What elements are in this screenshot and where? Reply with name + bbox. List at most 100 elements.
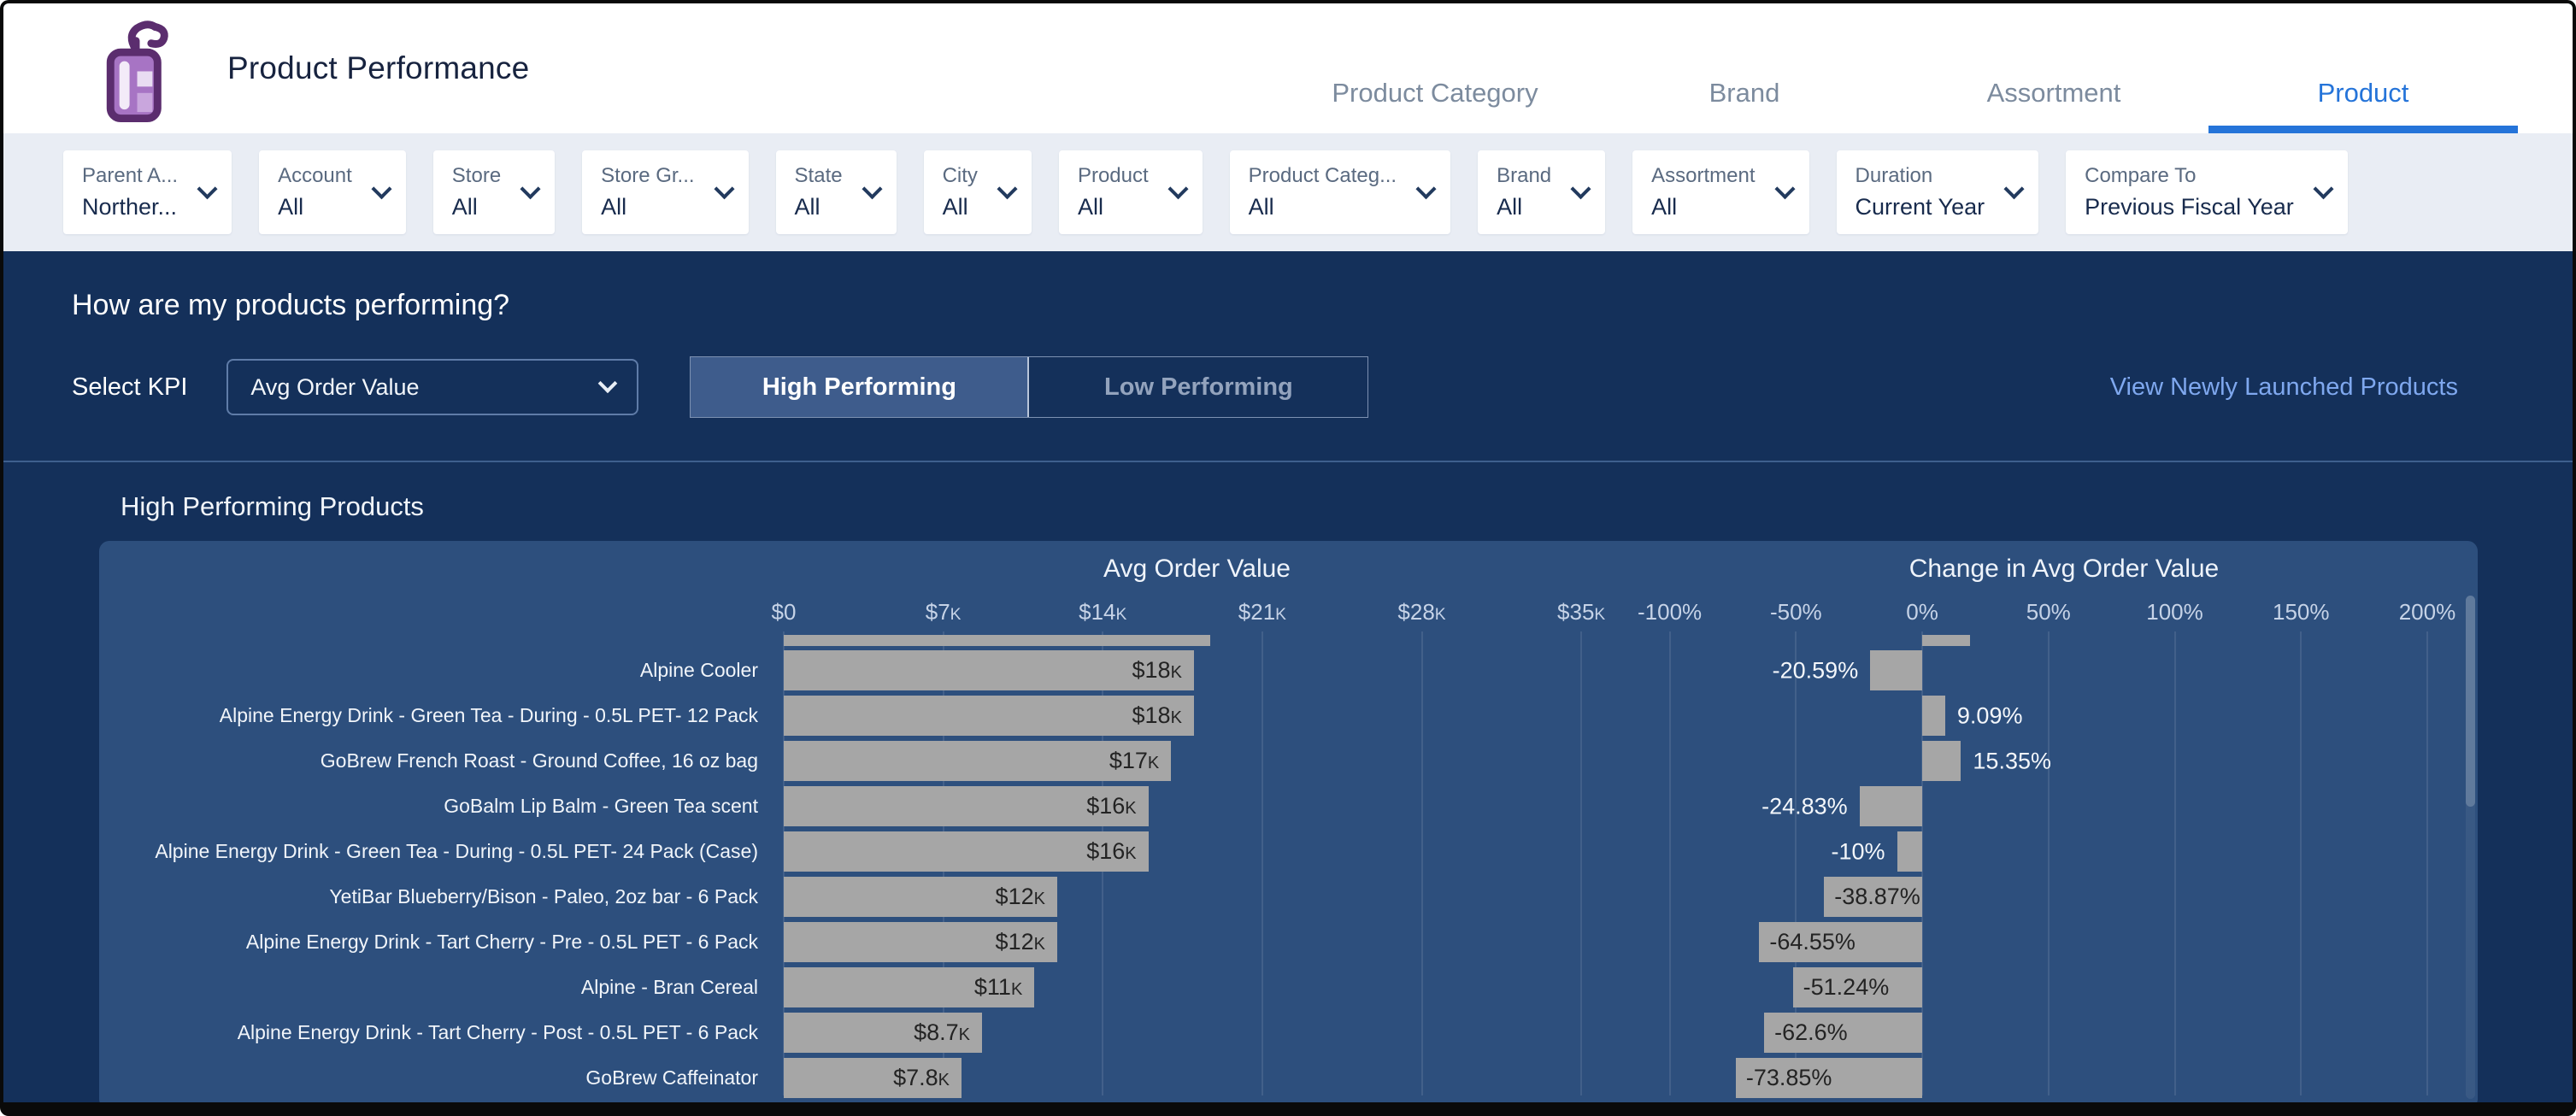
avg-order-value-bar[interactable]: $16K xyxy=(784,831,1149,872)
filter-product-categ[interactable]: Product Categ... All xyxy=(1229,150,1451,234)
change-value-bar[interactable]: -62.6% xyxy=(1764,1013,1923,1053)
gridline xyxy=(1668,631,1671,1095)
change-value-bar[interactable]: -38.87% xyxy=(1824,877,1923,917)
performing-toggle: High Performing Low Performing xyxy=(690,356,1369,418)
tab-product-category[interactable]: Product Category xyxy=(1332,78,1538,108)
tab-brand[interactable]: Brand xyxy=(1709,78,1780,108)
filter-value: Previous Fiscal Year xyxy=(2085,194,2294,220)
view-newly-launched-link[interactable]: View Newly Launched Products xyxy=(2109,373,2458,401)
filter-label: Assortment xyxy=(1651,164,1756,187)
avg-order-value-bar[interactable] xyxy=(784,635,1210,646)
filter-assortment[interactable]: Assortment All xyxy=(1632,150,1809,234)
avg-order-value-label: $17K xyxy=(1109,748,1160,773)
filter-account[interactable]: Account All xyxy=(259,150,406,234)
high-performing-button[interactable]: High Performing xyxy=(691,357,1030,417)
chart-scrollbar[interactable] xyxy=(2466,596,2475,1099)
change-value-bar[interactable]: -64.55% xyxy=(1759,922,1923,962)
avg-order-value-cell xyxy=(784,635,1610,648)
filter-city[interactable]: City All xyxy=(923,150,1032,234)
avg-order-value-bar[interactable]: $8.7K xyxy=(784,1013,982,1053)
avg-order-value-bar[interactable]: $11K xyxy=(784,967,1035,1007)
product-label: Alpine Energy Drink - Tart Cherry - Pre … xyxy=(245,931,758,953)
change-value-bar[interactable]: -51.24% xyxy=(1792,967,1923,1007)
avg-order-value-cell: $7.8K xyxy=(784,1055,1610,1101)
filter-bar: Parent A... Norther... Account All Store All S… xyxy=(3,133,2573,251)
product-label-cell xyxy=(99,635,784,648)
main-section: How are my products performing? Select K… xyxy=(3,251,2573,1102)
avg-order-value-bar[interactable]: $18K xyxy=(784,696,1194,736)
avg-order-value-bar[interactable]: $18K xyxy=(784,650,1194,690)
avg-order-value-label: $16K xyxy=(1086,793,1137,819)
change-value-bar[interactable]: -73.85% xyxy=(1735,1058,1923,1098)
kpi-select[interactable]: Avg Order Value xyxy=(226,359,639,415)
change-value-label: -51.24% xyxy=(1803,974,1890,1000)
axis-tick: 50% xyxy=(2026,599,2071,625)
app-header: Product Performance Product Category Bran… xyxy=(3,3,2573,133)
avg-order-value-bar[interactable]: $16K xyxy=(784,786,1149,826)
filter-text: Brand All xyxy=(1497,164,1551,220)
chart-row: Alpine Energy Drink - Green Tea - During… xyxy=(99,693,2478,738)
filter-text: Assortment All xyxy=(1651,164,1755,220)
kpi-controls: Select KPI Avg Order Value High Performi… xyxy=(3,356,2573,418)
avg-order-value-label: $18K xyxy=(1132,657,1182,683)
tab-assortment[interactable]: Assortment xyxy=(1986,78,2121,108)
filter-product[interactable]: Product All xyxy=(1058,150,1203,234)
filter-brand[interactable]: Brand All xyxy=(1478,150,1606,234)
scrollbar-thumb[interactable] xyxy=(2466,596,2475,808)
tab-product[interactable]: Product xyxy=(2208,54,2518,133)
change-value-cell: -24.83% xyxy=(1665,784,2463,829)
axis-tick: $14K xyxy=(1079,599,1127,625)
change-value-label: -10% xyxy=(1831,838,1885,864)
chart-gap xyxy=(1610,648,1665,693)
change-value-label: -73.85% xyxy=(1745,1065,1832,1090)
filter-store[interactable]: Store All xyxy=(432,150,556,234)
right-chart-title: Change in Avg Order Value xyxy=(1908,555,2220,583)
change-value-bar[interactable] xyxy=(1922,696,1945,736)
chart-row xyxy=(99,635,2478,648)
filter-text: Account All xyxy=(278,164,352,220)
gridline xyxy=(1261,631,1263,1095)
filter-store-gr[interactable]: Store Gr... All xyxy=(582,150,749,234)
product-label-cell: GoBalm Lip Balm - Green Tea scent xyxy=(99,784,784,829)
change-value-bar[interactable] xyxy=(1922,741,1961,781)
product-label: Alpine Energy Drink - Green Tea - During… xyxy=(219,704,758,726)
gridline xyxy=(2173,631,2176,1095)
change-value-bar[interactable] xyxy=(1859,786,1923,826)
chart-row: Alpine - Bran Cereal $11K -51.24% xyxy=(99,965,2478,1010)
avg-order-value-bar[interactable]: $12K xyxy=(784,877,1057,917)
product-label-cell: Alpine - Bran Cereal xyxy=(99,965,784,1010)
avg-order-value-cell: $12K xyxy=(784,874,1610,919)
axis-tick: $28K xyxy=(1397,599,1446,625)
filter-label: Store Gr... xyxy=(601,164,695,187)
change-value-bar[interactable] xyxy=(1870,650,1923,690)
avg-order-value-bar[interactable]: $17K xyxy=(784,741,1172,781)
gridline xyxy=(2300,631,2303,1095)
filter-label: Duration xyxy=(1855,164,1933,187)
filter-parent-a[interactable]: Parent A... Norther... xyxy=(63,150,232,234)
product-label: Alpine Energy Drink - Tart Cherry - Post… xyxy=(237,1021,758,1043)
avg-order-value-bar[interactable]: $12K xyxy=(784,922,1057,962)
avg-order-value-cell: $11K xyxy=(784,965,1610,1010)
avg-order-value-cell: $16K xyxy=(784,784,1610,829)
gridline xyxy=(1921,631,1924,1095)
filter-label: Compare To xyxy=(2085,164,2197,187)
chevron-down-icon xyxy=(2003,178,2025,199)
avg-order-value-bar[interactable]: $7.8K xyxy=(784,1058,962,1098)
filter-value: All xyxy=(1248,194,1274,220)
filter-text: State All xyxy=(795,164,843,220)
change-value-bar[interactable] xyxy=(1897,831,1923,872)
filter-duration[interactable]: Duration Current Year xyxy=(1836,150,2039,234)
filter-text: Compare To Previous Fiscal Year xyxy=(2085,164,2294,220)
filter-compare-to[interactable]: Compare To Previous Fiscal Year xyxy=(2066,150,2348,234)
chevron-down-icon xyxy=(598,373,618,394)
low-performing-button[interactable]: Low Performing xyxy=(1104,373,1293,401)
page-title: Product Performance xyxy=(227,50,530,85)
filter-state[interactable]: State All xyxy=(775,150,897,234)
filter-label: State xyxy=(794,164,843,187)
change-value-bar[interactable] xyxy=(1922,635,1971,646)
filter-value: All xyxy=(601,194,627,220)
chart-gap xyxy=(1610,1055,1665,1101)
section-question: How are my products performing? xyxy=(72,289,510,321)
axis-tick: -50% xyxy=(1769,599,1822,625)
